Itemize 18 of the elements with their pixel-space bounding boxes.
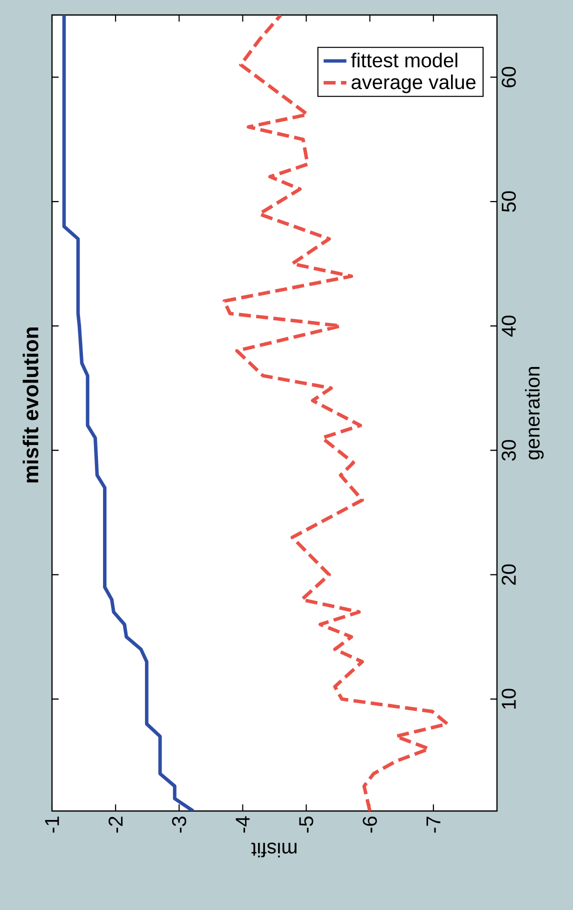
x-axis-title: misfit (251, 842, 296, 858)
text: misfit evolution (22, 328, 38, 482)
x-tick-label: -7 (426, 816, 440, 833)
y-tick-label: 20 (502, 564, 516, 585)
y-tick-label: 50 (502, 191, 516, 212)
y-tick-label: 40 (502, 316, 516, 337)
x-tick-label: -2 (108, 816, 123, 833)
x-tick-label: -4 (236, 816, 250, 833)
y-tick-label: 30 (502, 440, 516, 461)
y-tick-label: 60 (502, 66, 516, 88)
x-tick-label: -6 (362, 816, 377, 833)
x-tick-label: -3 (172, 816, 186, 833)
legend-label: fittest model (351, 52, 458, 68)
y-tick-label: 10 (502, 688, 516, 709)
x-tick-label: -5 (299, 816, 314, 833)
legend-label: average value (352, 74, 476, 94)
y-axis-title: generation (525, 367, 544, 460)
x-tick-label: -1 (45, 816, 59, 833)
